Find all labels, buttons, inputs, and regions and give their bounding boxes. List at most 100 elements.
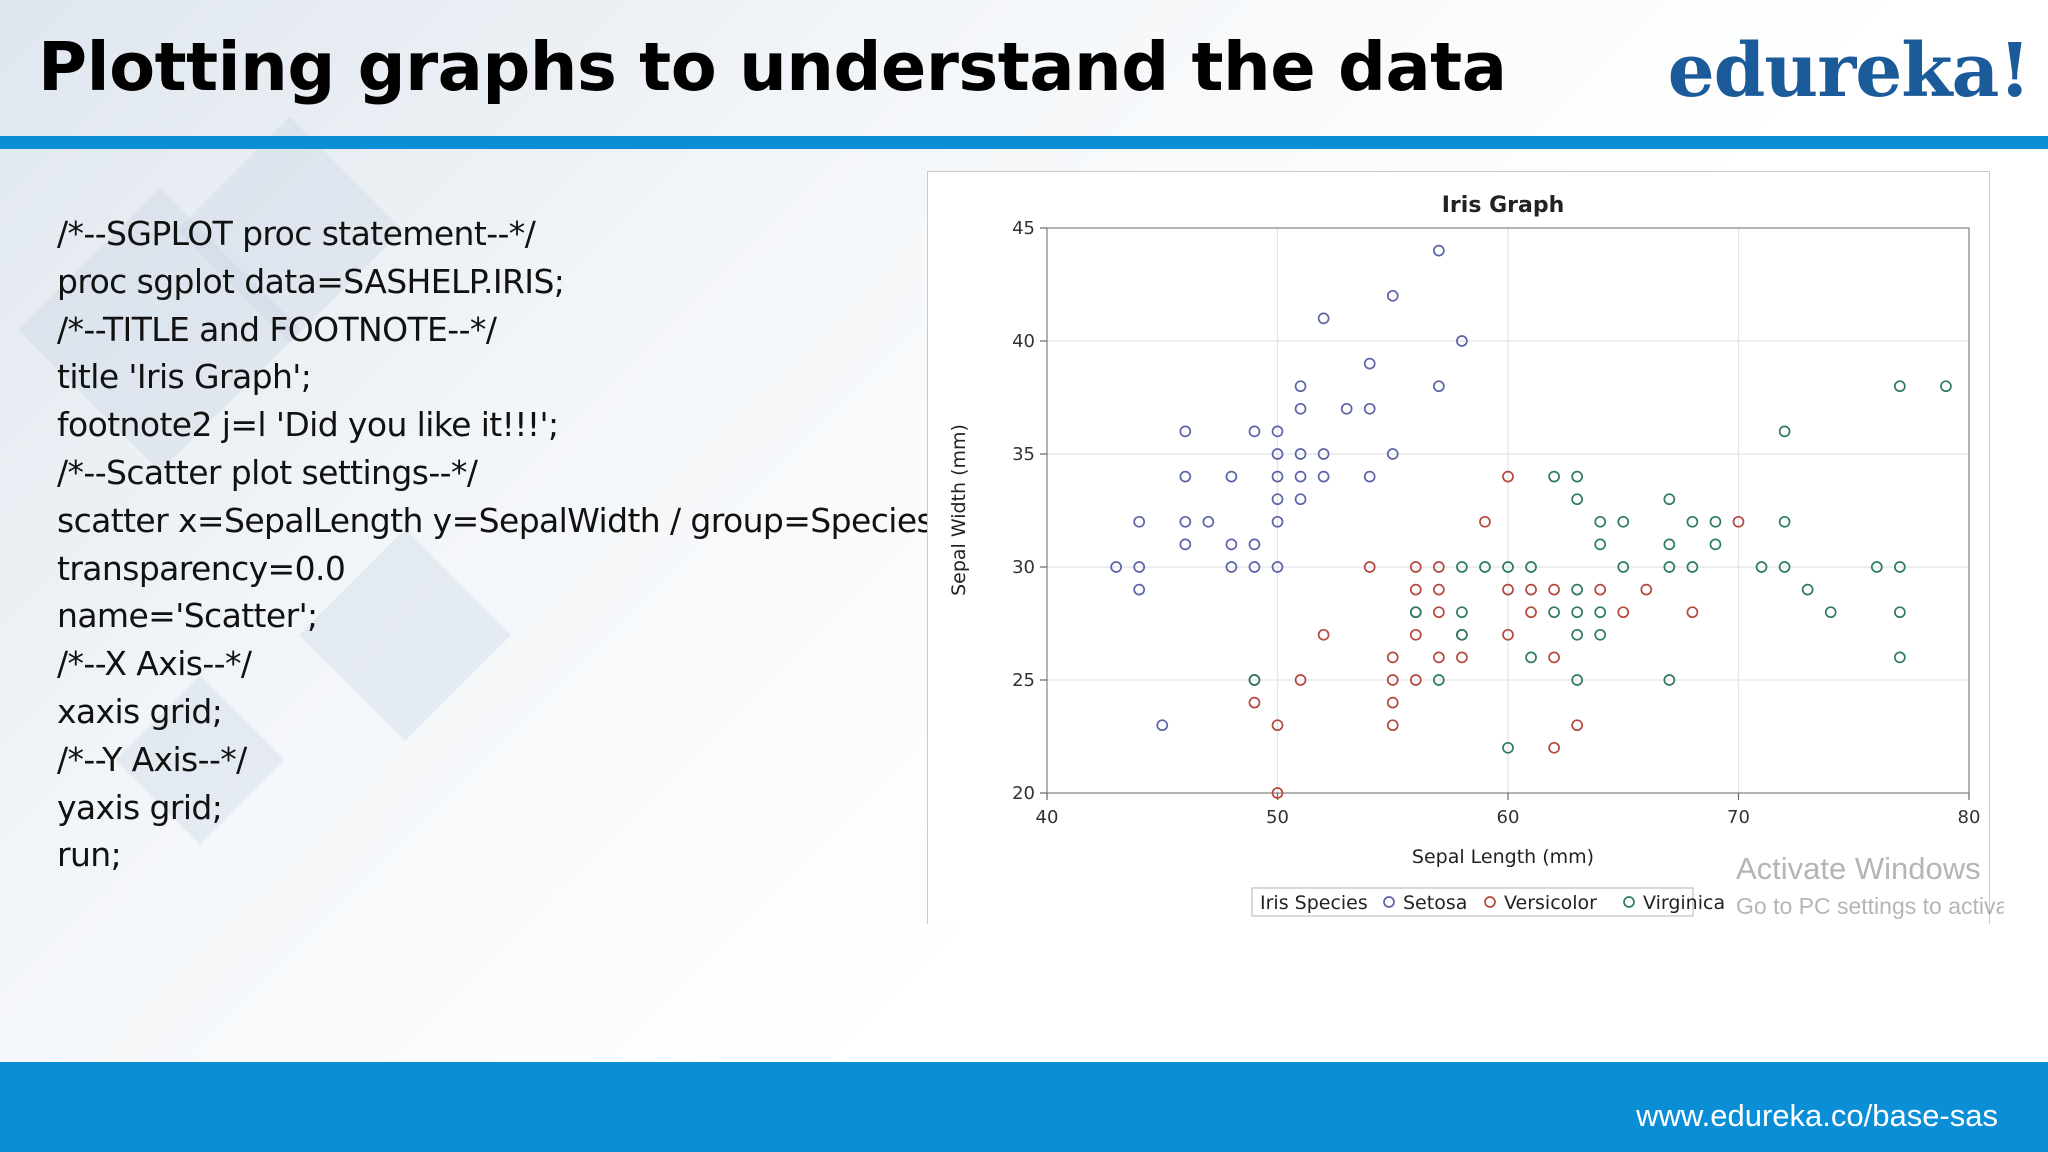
data-point-virginica <box>1801 583 1814 596</box>
data-point-setosa <box>1386 448 1399 460</box>
iris-scatter-chart: Iris Graph 40 50 60 70 80 20 25 30 35 40 45 Sepal Le… <box>948 193 1980 917</box>
data-point-virginica <box>1571 583 1584 596</box>
data-point-versicolor <box>1271 787 1284 799</box>
data-point-setosa <box>1133 561 1146 573</box>
data-point-setosa <box>1225 561 1238 573</box>
data-point-virginica <box>1594 628 1607 641</box>
data-point-setosa <box>1110 561 1122 573</box>
y-tick-label: 40 <box>1012 331 1035 352</box>
data-point-setosa <box>1271 470 1284 483</box>
data-point-setosa <box>1386 289 1399 302</box>
chart-frame: Iris Graph 40 50 60 70 80 20 25 30 35 40 45 Sepal Le… <box>927 171 1990 924</box>
data-point-versicolor <box>1248 696 1261 709</box>
data-point-virginica <box>1433 674 1445 686</box>
data-point-setosa <box>1340 402 1353 415</box>
data-point-virginica <box>1663 538 1676 551</box>
data-point-versicolor <box>1571 719 1584 732</box>
data-point-setosa <box>1271 561 1284 573</box>
data-point-versicolor <box>1294 674 1307 686</box>
data-point-setosa <box>1133 515 1146 528</box>
data-point-setosa <box>1133 583 1146 596</box>
data-point-setosa <box>1225 538 1238 551</box>
data-point-setosa <box>1294 380 1307 393</box>
data-point-setosa <box>1271 515 1284 528</box>
data-point-virginica <box>1571 493 1584 506</box>
data-point-virginica <box>1594 515 1607 528</box>
data-point-versicolor <box>1386 696 1399 709</box>
code-line: footnote2 j=l 'Did you like it!!!'; <box>57 405 559 445</box>
code-line: name='Scatter'; <box>57 596 318 636</box>
data-point-setosa <box>1294 448 1307 460</box>
x-tick-label: 60 <box>1497 807 1520 828</box>
legend-box <box>1251 887 1694 917</box>
data-point-virginica <box>1571 470 1584 483</box>
data-point-versicolor <box>1502 628 1514 641</box>
data-point-virginica <box>1548 470 1560 483</box>
data-point-virginica <box>1479 561 1491 573</box>
data-point-setosa <box>1179 538 1192 551</box>
data-point-setosa <box>1294 402 1307 415</box>
data-point-versicolor <box>1732 515 1745 528</box>
data-point-virginica <box>1755 561 1768 573</box>
x-tick-label: 70 <box>1727 807 1750 828</box>
data-point-setosa <box>1248 538 1261 551</box>
data-point-virginica <box>1709 515 1722 528</box>
data-point-versicolor <box>1433 583 1445 596</box>
legend-marker-versicolor <box>1484 896 1496 908</box>
code-line: run; <box>57 835 122 875</box>
data-point-setosa <box>1225 470 1238 483</box>
data-point-versicolor <box>1617 606 1630 619</box>
data-point-virginica <box>1686 515 1699 528</box>
data-point-virginica <box>1686 561 1699 573</box>
data-point-versicolor <box>1409 674 1422 686</box>
data-point-virginica <box>1617 515 1630 528</box>
data-point-versicolor <box>1479 515 1491 528</box>
y-tick-label: 20 <box>1012 783 1035 804</box>
data-point-virginica <box>1940 380 1952 393</box>
data-point-virginica <box>1778 515 1791 528</box>
code-line: /*--X Axis--*/ <box>57 644 252 684</box>
data-point-versicolor <box>1363 561 1376 573</box>
watermark-line-1: Activate Windows <box>1736 851 1981 886</box>
data-point-setosa <box>1271 493 1284 506</box>
data-point-setosa <box>1294 470 1307 483</box>
data-point-versicolor <box>1502 470 1514 483</box>
code-line: /*--Y Axis--*/ <box>57 739 247 779</box>
data-point-virginica <box>1893 561 1906 573</box>
data-point-versicolor <box>1525 606 1537 619</box>
y-tick-label: 25 <box>1012 670 1035 691</box>
code-line: yaxis grid; <box>57 787 223 827</box>
data-point-virginica <box>1778 561 1791 573</box>
data-point-setosa <box>1363 402 1376 415</box>
data-point-virginica <box>1870 561 1883 573</box>
header-divider <box>0 136 2048 149</box>
data-point-virginica <box>1663 493 1676 506</box>
data-point-setosa <box>1317 448 1330 460</box>
data-point-versicolor <box>1409 583 1422 596</box>
data-point-setosa <box>1317 470 1330 483</box>
data-point-versicolor <box>1409 561 1422 573</box>
data-point-setosa <box>1271 425 1284 438</box>
code-line: /*--SGPLOT proc statement--*/ <box>57 214 536 253</box>
data-point-versicolor <box>1386 651 1399 664</box>
data-point-versicolor <box>1386 719 1399 732</box>
data-point-setosa <box>1179 425 1192 438</box>
data-point-setosa <box>1271 448 1284 460</box>
data-point-virginica <box>1571 606 1584 619</box>
page-title: Plotting graphs to understand the data <box>38 28 1507 106</box>
data-point-virginica <box>1248 674 1261 686</box>
data-point-virginica <box>1893 380 1906 393</box>
data-point-setosa <box>1179 515 1192 528</box>
data-point-versicolor <box>1271 719 1284 732</box>
footer-url: www.edureka.co/base-sas <box>1636 1098 1998 1133</box>
y-tick-label: 30 <box>1012 557 1035 578</box>
data-point-setosa <box>1433 244 1445 257</box>
x-tick-label: 40 <box>1036 807 1059 828</box>
data-point-virginica <box>1502 561 1514 573</box>
data-point-setosa <box>1433 380 1445 393</box>
code-line: xaxis grid; <box>57 691 223 731</box>
legend-marker-setosa <box>1383 896 1395 908</box>
data-point-setosa <box>1156 719 1169 732</box>
data-point-setosa <box>1456 335 1468 347</box>
data-point-versicolor <box>1433 651 1445 664</box>
